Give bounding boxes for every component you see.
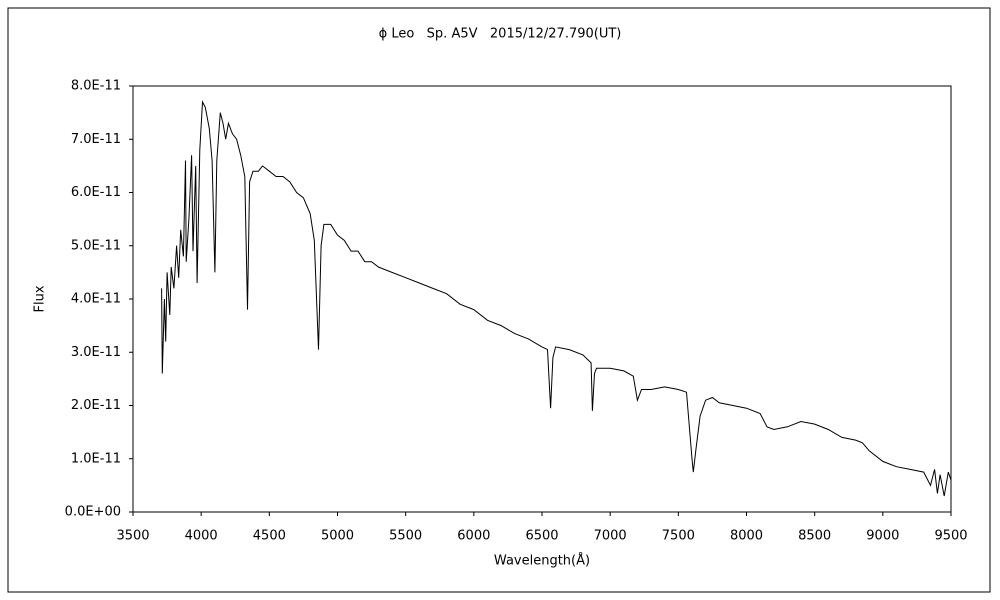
- x-tick-label: 8000: [730, 529, 763, 544]
- y-axis-label: Flux: [33, 285, 48, 312]
- y-tick-label: 4.0E-11: [71, 292, 121, 307]
- y-tick-label: 0.0E+00: [65, 505, 121, 520]
- x-tick-label: 7500: [662, 529, 695, 544]
- x-tick-label: 5000: [321, 529, 354, 544]
- y-tick-label: 6.0E-11: [71, 185, 121, 200]
- x-tick-label: 4000: [185, 529, 218, 544]
- x-axis-label: Wavelength(Å): [494, 553, 590, 569]
- y-tick-label: 8.0E-11: [71, 79, 121, 94]
- x-tick-label: 9500: [934, 529, 967, 544]
- chart-title: ϕ Leo Sp. A5V 2015/12/27.790(UT): [379, 27, 622, 42]
- y-tick-label: 1.0E-11: [71, 451, 121, 466]
- frame: [7, 7, 991, 593]
- y-tick-label: 2.0E-11: [71, 398, 121, 413]
- y-tick-label: 7.0E-11: [71, 132, 121, 147]
- x-tick-label: 6000: [457, 529, 490, 544]
- spectrum-line: [161, 100, 952, 497]
- y-tick-label: 5.0E-11: [71, 238, 121, 253]
- x-tick-label: 9000: [866, 529, 899, 544]
- x-tick-label: 3500: [116, 529, 149, 544]
- x-tick-label: 7000: [594, 529, 627, 544]
- y-tick-label: 3.0E-11: [71, 345, 121, 360]
- x-tick-label: 5500: [389, 529, 422, 544]
- x-tick-label: 6500: [525, 529, 558, 544]
- x-tick-label: 8500: [798, 529, 831, 544]
- x-tick-label: 4500: [253, 529, 286, 544]
